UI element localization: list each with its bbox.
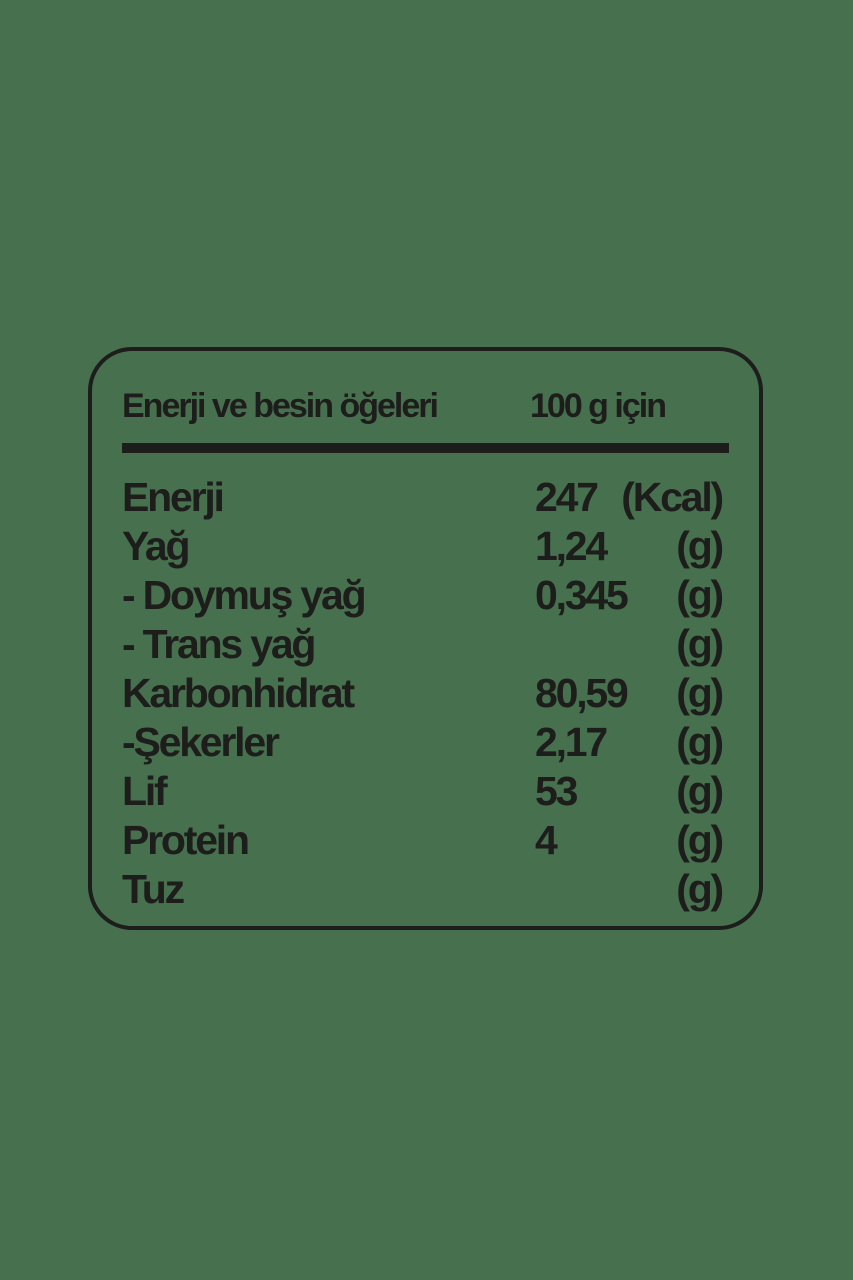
nutrition-table-body: Enerji 247 (Kcal) Yağ 1,24 (g) - Doymuş … xyxy=(122,473,729,914)
nutrient-value: 0,345 xyxy=(535,572,629,618)
nutrient-name: - Doymuş yağ xyxy=(122,572,367,618)
nutrient-unit: (g) xyxy=(676,866,724,912)
nutrient-name: Karbonhidrat xyxy=(122,670,355,716)
nutrient-name: - Trans yağ xyxy=(122,621,316,667)
nutrient-unit: (g) xyxy=(676,817,724,863)
nutrient-value: 4 xyxy=(535,817,558,863)
header-divider xyxy=(122,443,729,453)
nutrient-unit: (g) xyxy=(676,523,724,569)
nutrient-name: Protein xyxy=(122,817,250,863)
header-nutrients-label: Enerji ve besin öğeleri xyxy=(122,387,439,425)
nutrient-name: Lif xyxy=(122,768,168,814)
table-row-lif: Lif 53 (g) xyxy=(122,767,729,816)
nutrient-name: Yağ xyxy=(122,523,191,569)
table-row-karbonhidrat: Karbonhidrat 80,59 (g) xyxy=(122,669,729,718)
nutrient-value: 53 xyxy=(535,768,578,814)
header-amount-label: 100 g için xyxy=(530,387,667,425)
nutrition-label-card: Enerji ve besin öğeleri 100 g için Enerj… xyxy=(88,347,763,930)
table-row-yag: Yağ 1,24 (g) xyxy=(122,522,729,571)
table-row-sekerler: -Şekerler 2,17 (g) xyxy=(122,718,729,767)
nutrition-table-header: Enerji ve besin öğeleri 100 g için xyxy=(122,387,729,425)
table-row-doymus-yag: - Doymuş yağ 0,345 (g) xyxy=(122,571,729,620)
table-row-enerji: Enerji 247 (Kcal) xyxy=(122,473,729,522)
nutrient-unit: (g) xyxy=(676,670,724,716)
nutrient-unit: (g) xyxy=(676,621,724,667)
table-row-trans-yag: - Trans yağ (g) xyxy=(122,620,729,669)
nutrient-unit: (g) xyxy=(676,572,724,618)
nutrient-value: 80,59 xyxy=(535,670,629,716)
nutrient-value: 247 xyxy=(535,474,599,520)
nutrient-unit: (g) xyxy=(676,719,724,765)
table-row-protein: Protein 4 (g) xyxy=(122,816,729,865)
nutrient-unit: (g) xyxy=(676,768,724,814)
nutrient-unit: (Kcal) xyxy=(621,474,724,520)
nutrient-value: 2,17 xyxy=(535,719,608,765)
nutrient-value: 1,24 xyxy=(535,523,608,569)
nutrient-name: -Şekerler xyxy=(122,719,280,765)
nutrient-name: Tuz xyxy=(122,866,185,912)
nutrient-name: Enerji xyxy=(122,474,225,520)
table-row-tuz: Tuz (g) xyxy=(122,865,729,914)
